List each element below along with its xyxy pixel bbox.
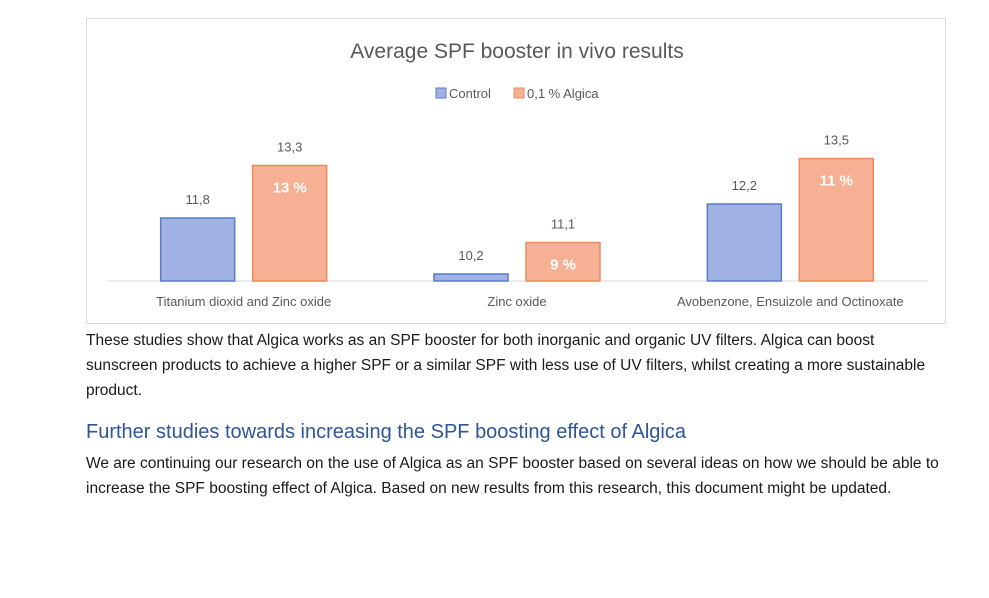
paragraph-1: These studies show that Algica works as …: [86, 332, 926, 399]
legend-swatch-control: [435, 87, 447, 99]
chart-title: Average SPF booster in vivo results: [350, 40, 683, 63]
bar-algica-1: [525, 241, 601, 282]
bar-control-1: [433, 273, 509, 282]
data-label-algica-2: 13,5: [824, 133, 849, 148]
legend-swatch-algica: [513, 87, 525, 99]
bar-algica-0: [251, 164, 328, 282]
bar-algica-2: [798, 157, 875, 282]
data-label-control-2: 12,2: [732, 178, 757, 193]
bar-control-2: [706, 203, 783, 282]
section-heading: Further studies towards increasing the S…: [86, 421, 686, 443]
bar-chart: Average SPF booster in vivo results Cont…: [107, 40, 927, 310]
category-label-0: Titanium dioxid and Zinc oxide: [156, 294, 331, 309]
legend: Control 0,1 % Algica: [435, 86, 599, 101]
bars-group: 11,8 13,3 13 % Titanium dioxid and Zinc oxi…: [156, 133, 904, 310]
paragraph-2: We are continuing our research on the us…: [86, 455, 939, 497]
bar-control-0: [159, 217, 236, 282]
boost-annotation-1: 9 %: [550, 257, 576, 274]
category-label-2: Avobenzone, Ensuizole and Octinoxate: [677, 294, 904, 309]
boost-annotation-0: 13 %: [273, 180, 307, 197]
data-label-algica-0: 13,3: [277, 140, 302, 155]
category-label-1: Zinc oxide: [487, 294, 546, 309]
boost-annotation-2: 11 %: [820, 173, 853, 190]
legend-label-control: Control: [449, 86, 491, 101]
data-label-control-0: 11,8: [185, 192, 209, 207]
chart-container: Average SPF booster in vivo results Cont…: [86, 18, 946, 324]
legend-label-algica: 0,1 % Algica: [527, 86, 599, 101]
data-label-control-1: 10,2: [458, 248, 483, 263]
data-label-algica-1: 11,1: [551, 217, 575, 232]
